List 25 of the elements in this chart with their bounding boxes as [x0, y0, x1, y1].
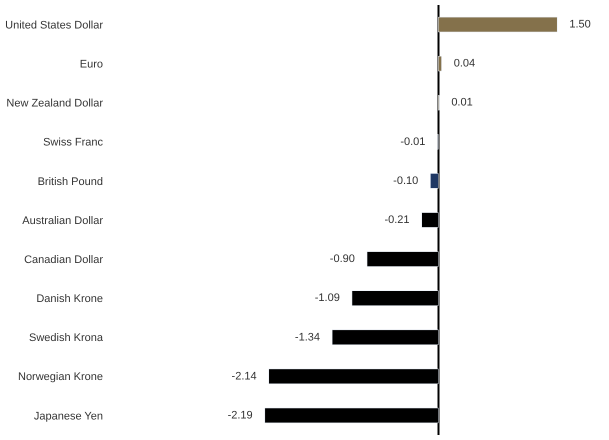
y-tick-label: Swedish Krona: [29, 332, 104, 344]
bar: [438, 56, 442, 72]
data-label: -2.14: [222, 370, 266, 382]
y-tick-label: United States Dollar: [5, 19, 104, 32]
y-tick-label: British Pound: [38, 176, 103, 188]
y-tick-label: Norwegian Krone: [18, 371, 103, 384]
data-label: 0.04: [444, 58, 484, 70]
bar: [438, 16, 558, 32]
data-label: -0.90: [320, 253, 364, 266]
data-label: -0.21: [375, 214, 419, 226]
data-label: -2.19: [218, 409, 262, 422]
y-tick-label: Australian Dollar: [22, 214, 104, 227]
data-label: 0.01: [442, 96, 482, 109]
data-label: -0.10: [384, 174, 428, 187]
data-label: -1.09: [306, 292, 349, 304]
bar: [430, 173, 439, 189]
y-tick-label: Canadian Dollar: [24, 254, 104, 266]
data-label: -0.01: [391, 136, 435, 148]
y-tick-label: Japanese Yen: [34, 410, 103, 422]
y-tick-label: Swiss Franc: [43, 136, 104, 149]
data-label: 1.50: [560, 18, 600, 31]
y-tick-label: Danish Krone: [36, 293, 103, 306]
y-tick-label: Euro: [80, 58, 103, 70]
data-label: -1.34: [286, 331, 330, 344]
y-tick-label: New Zealand Dollar: [6, 98, 104, 110]
